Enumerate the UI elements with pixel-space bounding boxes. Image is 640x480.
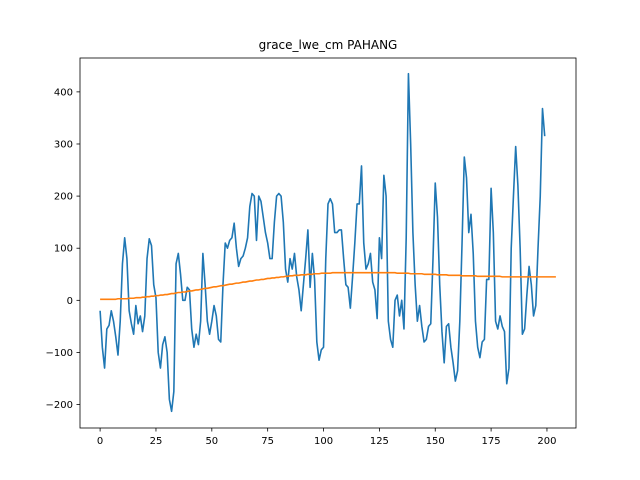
series-line-2 [100, 271, 556, 301]
x-tick-label: 25 [150, 436, 163, 447]
x-tick-label: 125 [370, 436, 389, 447]
series-layer [99, 72, 556, 413]
series-line-1 [99, 72, 546, 413]
y-tick-label: −200 [46, 400, 73, 411]
plot-area-frame [79, 57, 577, 429]
x-tick-label: 75 [261, 436, 274, 447]
x-tick-label: 0 [97, 436, 103, 447]
y-tick-label: 100 [54, 244, 73, 255]
y-tick-label: −100 [46, 348, 73, 359]
x-tick-label: 100 [314, 436, 333, 447]
x-axis: 0 25 50 75 100 125 150 175 200 [97, 428, 557, 447]
y-tick-label: 400 [54, 87, 73, 98]
y-tick-label: 300 [54, 139, 73, 150]
y-tick-label: 0 [67, 296, 73, 307]
chart-title: grace_lwe_cm PAHANG [259, 38, 398, 52]
y-tick-label: 200 [54, 192, 73, 203]
x-tick-label: 50 [205, 436, 218, 447]
y-axis: −200 −100 0 100 200 300 400 [46, 87, 80, 411]
x-tick-label: 175 [482, 436, 501, 447]
x-tick-label: 150 [426, 436, 445, 447]
x-tick-label: 200 [537, 436, 556, 447]
